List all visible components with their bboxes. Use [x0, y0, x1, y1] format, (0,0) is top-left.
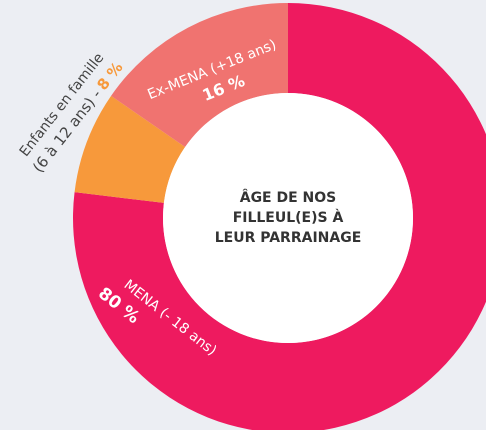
center-title: FILLEUL(E)S À: [233, 209, 344, 226]
donut-slice: [73, 3, 486, 430]
donut-hole: [163, 93, 413, 343]
center-title: LEUR PARRAINAGE: [215, 230, 362, 246]
donut-slice: [111, 2, 288, 147]
donut-slice: [74, 95, 186, 203]
center-title: ÂGE DE NOS: [240, 189, 337, 206]
